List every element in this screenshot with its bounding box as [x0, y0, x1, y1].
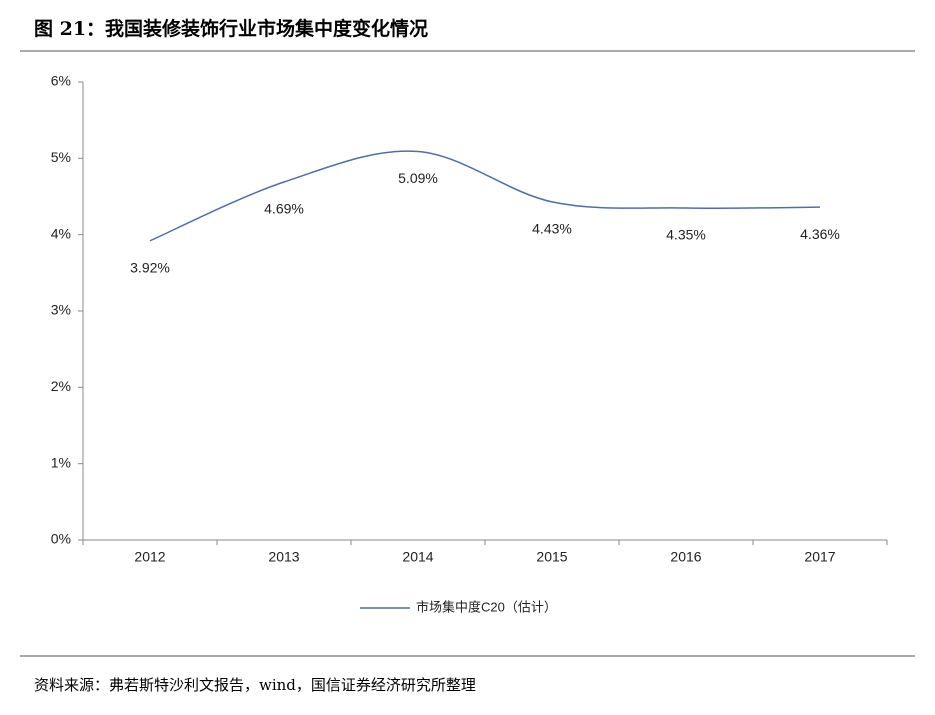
x-tick-label: 2017	[804, 549, 835, 565]
y-tick-label: 5%	[51, 149, 71, 165]
x-tick-label: 2013	[268, 549, 299, 565]
y-tick-label: 3%	[51, 302, 71, 318]
y-tick-label: 1%	[51, 454, 71, 470]
y-tick-label: 6%	[51, 73, 71, 89]
data-label: 5.09%	[398, 170, 438, 186]
legend-label: 市场集中度C20（估计）	[416, 599, 557, 614]
x-tick-label: 2015	[536, 549, 567, 565]
data-label: 4.69%	[264, 201, 304, 217]
data-label: 4.35%	[666, 227, 706, 243]
x-tick-label: 2014	[402, 549, 433, 565]
series-line	[149, 150, 821, 242]
chart-title: 图 21：我国装修装饰行业市场集中度变化情况	[34, 17, 428, 40]
data-label: 4.43%	[532, 221, 572, 237]
data-label: 3.92%	[130, 259, 170, 275]
data-label: 4.36%	[800, 226, 840, 242]
x-tick-label: 2012	[134, 549, 165, 565]
y-tick-label: 0%	[51, 531, 71, 547]
y-tick-label: 2%	[51, 378, 71, 394]
source-note: 资料来源：弗若斯特沙利文报告，wind，国信证券经济研究所整理	[34, 676, 476, 694]
y-tick-label: 4%	[51, 225, 71, 241]
x-tick-label: 2016	[670, 549, 701, 565]
